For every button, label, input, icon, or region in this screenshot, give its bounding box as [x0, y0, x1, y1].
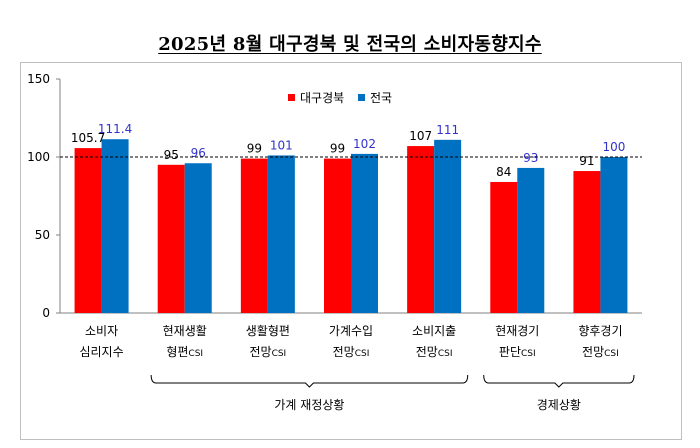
legend-item-national: 전국 — [358, 89, 392, 106]
legend: 대구경북 전국 — [288, 89, 402, 106]
y-tick-label: 0 — [42, 306, 50, 320]
group-label: 가계 재정상황 — [274, 398, 345, 412]
chart-title: 2025년 8월 대구경북 및 전국의 소비자동향지수 — [158, 34, 542, 55]
x-tick-label-line1: 생활형편 — [245, 324, 290, 338]
bar-national — [267, 155, 295, 313]
data-label-national: 100 — [602, 140, 625, 154]
chart-frame — [20, 62, 682, 440]
x-tick-label-line1: 소비자 — [85, 324, 119, 338]
data-label-daegu: 105.7 — [71, 131, 105, 145]
x-tick-label-line1: 현재생활 — [162, 324, 207, 338]
data-label-national: 111 — [436, 123, 459, 137]
x-tick-label-line1: 향후경기 — [578, 324, 623, 338]
bar-daegu — [157, 164, 185, 313]
data-label-daegu: 95 — [164, 148, 179, 162]
group-bracket — [150, 374, 469, 388]
bar-daegu — [407, 146, 435, 313]
y-tick-label: 150 — [27, 72, 50, 86]
data-label-daegu: 99 — [330, 142, 345, 156]
data-label-national: 102 — [353, 137, 376, 151]
bar-daegu — [240, 158, 268, 313]
data-label-national: 101 — [270, 138, 293, 152]
x-tick-label-line1: 현재경기 — [495, 324, 540, 338]
data-label-national: 96 — [191, 146, 206, 160]
bar-daegu — [573, 171, 601, 313]
bar-national — [434, 139, 462, 313]
bar-daegu — [490, 181, 518, 313]
legend-label-national: 전국 — [370, 91, 393, 105]
group-label: 경제상황 — [536, 398, 581, 412]
legend-label-daegu: 대구경북 — [300, 91, 345, 105]
legend-swatch-national — [358, 94, 365, 101]
y-tick-label: 100 — [27, 150, 50, 164]
x-tick-label-line2: 전망CSI — [332, 345, 370, 359]
bar-national — [101, 139, 129, 313]
x-tick-label-line2: 판단CSI — [498, 345, 536, 359]
x-tick-label-line1: 가계수입 — [328, 324, 374, 338]
bar-national — [351, 153, 378, 313]
data-label-daegu: 91 — [579, 154, 594, 168]
x-tick-label-line2: 전망CSI — [415, 345, 453, 359]
x-tick-label-line2: 전망CSI — [249, 345, 287, 359]
data-label-national: 93 — [523, 151, 538, 165]
bar-daegu — [324, 158, 351, 313]
x-tick-label-line2: 전망CSI — [582, 345, 619, 359]
x-tick-label-line2: 심리지수 — [79, 345, 124, 359]
y-tick-label: 50 — [35, 228, 50, 242]
bar-daegu — [74, 148, 102, 313]
legend-item-daegu: 대구경북 — [288, 89, 344, 106]
bar-national — [600, 157, 628, 313]
x-tick-label-line1: 소비지출 — [412, 324, 457, 338]
data-label-daegu: 84 — [496, 165, 511, 179]
legend-swatch-daegu — [288, 94, 295, 101]
data-label-national: 111.4 — [98, 122, 132, 136]
x-tick-label-line2: 형편CSI — [166, 345, 204, 359]
bar-national — [184, 163, 212, 313]
data-label-daegu: 99 — [247, 142, 262, 156]
group-bracket — [483, 374, 635, 388]
bar-national — [517, 167, 545, 313]
data-label-daegu: 107 — [409, 129, 432, 143]
